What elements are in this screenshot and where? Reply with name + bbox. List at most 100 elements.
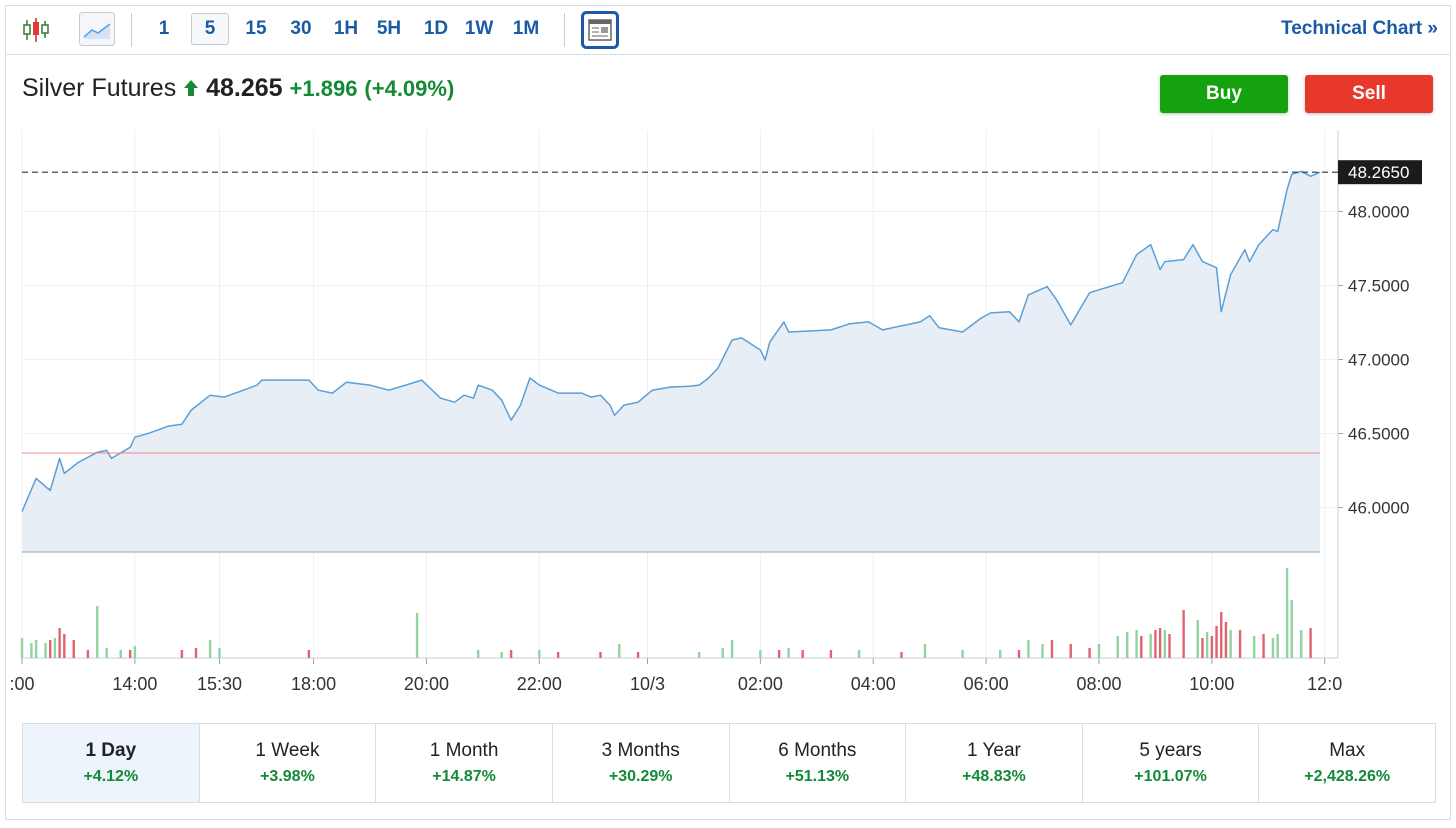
period-change[interactable]: +30.29% — [608, 768, 673, 785]
volume-bar — [1201, 638, 1204, 658]
buy-button[interactable]: Buy — [1160, 75, 1288, 113]
interval-button[interactable]: 15 — [245, 18, 267, 39]
period-label[interactable]: 6 Months — [778, 740, 857, 761]
chart: :00 14:00 15:30 18:00 20:00 22:00 10/3 02:00 04:… — [9, 130, 1422, 694]
volume-bar — [1135, 630, 1138, 658]
price-line — [21, 170, 1321, 512]
volume-bar — [1205, 632, 1209, 658]
period-cell[interactable]: 6 Months +51.13% — [730, 724, 907, 802]
volume-bar — [1196, 620, 1199, 658]
x-tick-label: 10:00 — [1189, 674, 1234, 694]
volume-bar — [787, 648, 790, 658]
instrument-name: Silver Futures — [22, 74, 177, 102]
volume-bar — [1158, 628, 1162, 658]
period-change[interactable]: +51.13% — [785, 768, 850, 785]
period-label[interactable]: 1 Day — [85, 740, 137, 761]
volume-bar — [759, 650, 762, 658]
chevron[interactable]: » — [1427, 18, 1438, 39]
period-change[interactable]: +3.98% — [260, 768, 315, 785]
volume-bar — [1238, 630, 1242, 658]
period-cell[interactable]: 3 Months +30.29% — [553, 724, 730, 802]
volume-bar — [1149, 634, 1152, 658]
period-label[interactable]: 5 years — [1139, 740, 1202, 761]
candlestick-icon[interactable] — [22, 16, 52, 44]
volume-bar — [476, 650, 480, 658]
separator — [564, 13, 565, 47]
period-cell[interactable]: 1 Week +3.98% — [200, 724, 377, 802]
x-tick-label: 08:00 — [1076, 674, 1121, 694]
volume-bar — [72, 640, 75, 658]
volume-bar — [1215, 626, 1218, 658]
x-tick-label: 14:00 — [112, 674, 157, 694]
volume-bar — [1224, 622, 1228, 658]
volume-bar — [599, 652, 602, 658]
technical-chart-link[interactable]: Technical Chart » — [1281, 18, 1438, 40]
volume-bar — [180, 650, 184, 658]
volume-bar — [1154, 630, 1157, 658]
interval-button[interactable]: 1M — [512, 18, 540, 39]
volume-bar — [44, 643, 47, 658]
period-change[interactable]: +4.12% — [83, 768, 139, 785]
volume-bar — [900, 652, 903, 658]
price-change: +1.896 — [289, 76, 358, 101]
period-label[interactable]: 1 Month — [429, 740, 499, 761]
period-cell[interactable]: Max +2,428.26% — [1259, 724, 1435, 802]
period-label[interactable]: 1 Week — [255, 740, 320, 761]
volume-bar — [1097, 644, 1101, 658]
volume-bar — [1182, 610, 1185, 658]
widget: 1 5 15 30 1H 5H 1D 1W 1M Technical Chart » Silve… — [5, 5, 1451, 820]
x-tick-label: 20:00 — [404, 674, 449, 694]
volume-bar — [1069, 644, 1072, 658]
interval-button[interactable]: 1H — [333, 18, 359, 39]
period-change[interactable]: +101.07% — [1134, 768, 1207, 785]
volume-bar — [1220, 612, 1223, 658]
technical-chart-text[interactable]: Technical Chart — [1281, 18, 1423, 39]
period-table: 1 Day +4.12% 1 Week +3.98% 1 Month +14.87% 3 M… — [22, 723, 1436, 803]
interval-button[interactable]: 1D — [423, 18, 449, 39]
sell-button[interactable]: Sell — [1305, 75, 1433, 113]
volume-bar — [53, 638, 57, 658]
x-tick-label: 04:00 — [851, 674, 896, 694]
volume-bar — [1168, 634, 1171, 658]
period-label[interactable]: 1 Year — [966, 740, 1021, 761]
interval-button[interactable]: 30 — [290, 18, 312, 39]
volume-bar — [307, 650, 311, 658]
volume-bar — [1041, 644, 1044, 658]
period-label[interactable]: Max — [1329, 740, 1366, 761]
period-cell[interactable]: 1 Month +14.87% — [376, 724, 553, 802]
volume-bar — [1050, 640, 1054, 658]
y-tick-label: 46.5000 — [1348, 425, 1409, 444]
news-icon[interactable] — [581, 11, 619, 49]
x-tick-label: 12:0 — [1307, 674, 1342, 694]
interval-button[interactable]: 1W — [464, 18, 494, 39]
x-tick-label: :00 — [9, 674, 34, 694]
volume-bar — [961, 650, 964, 658]
volume-bar — [1140, 636, 1143, 658]
y-tick-label: 46.0000 — [1348, 499, 1409, 518]
period-label[interactable]: 3 Months — [601, 740, 680, 761]
volume-bar — [777, 650, 781, 658]
y-tick-label: 48.0000 — [1348, 202, 1409, 221]
last-price-label: 48.2650 — [1348, 163, 1409, 182]
x-tick-label: 22:00 — [517, 674, 562, 694]
volume-bar — [1262, 634, 1265, 658]
period-cell[interactable]: 1 Year +48.83% — [906, 724, 1083, 802]
period-change[interactable]: +14.87% — [432, 768, 496, 785]
volume-bar — [1285, 568, 1289, 658]
interval-button[interactable]: 5H — [376, 18, 402, 39]
volume-bar — [119, 650, 122, 658]
period-change[interactable]: +2,428.26% — [1304, 768, 1391, 785]
volume-bar — [133, 646, 137, 658]
quote-header: Silver Futures 48.265 +1.896 (+4.09%) — [22, 74, 454, 103]
last-price-box — [1338, 160, 1422, 185]
period-cell[interactable]: 1 Day +4.12% — [23, 724, 200, 802]
area-icon[interactable] — [79, 12, 115, 46]
volume-bar — [857, 650, 861, 658]
volume-bar — [105, 648, 108, 658]
volume-bar — [1163, 630, 1167, 658]
interval-button[interactable]: 5 — [191, 13, 229, 45]
period-change[interactable]: +48.83% — [962, 768, 1026, 785]
volume-bar — [128, 650, 132, 658]
interval-button[interactable]: 1 — [158, 18, 170, 39]
period-cell[interactable]: 5 years +101.07% — [1083, 724, 1260, 802]
